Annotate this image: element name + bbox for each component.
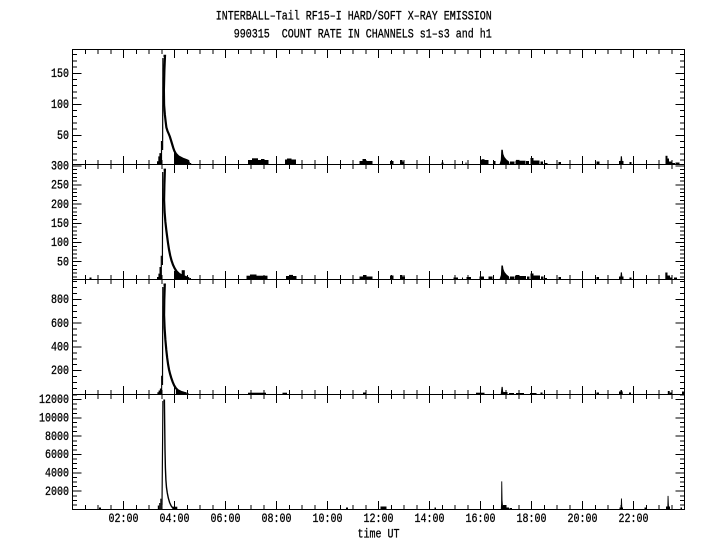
svg-text:22:00: 22:00 bbox=[619, 511, 649, 526]
svg-text:12000: 12000 bbox=[39, 392, 69, 407]
svg-text:6000: 6000 bbox=[45, 447, 69, 462]
svg-text:INTERBALL–Tail RF15–I HARD/SOF: INTERBALL–Tail RF15–I HARD/SOFT X–RAY EM… bbox=[216, 8, 492, 23]
svg-text:150: 150 bbox=[51, 216, 69, 231]
svg-text:10:00: 10:00 bbox=[313, 511, 343, 526]
svg-text:08:00: 08:00 bbox=[262, 511, 292, 526]
svg-text:100: 100 bbox=[51, 235, 69, 250]
svg-text:8000: 8000 bbox=[45, 429, 69, 444]
svg-text:18:00: 18:00 bbox=[517, 511, 547, 526]
svg-text:14:00: 14:00 bbox=[415, 511, 445, 526]
svg-text:50: 50 bbox=[57, 128, 69, 143]
svg-text:10000: 10000 bbox=[39, 411, 69, 426]
svg-text:990315 COUNT RATE IN CHANNELS: 990315 COUNT RATE IN CHANNELS s1–s3 and … bbox=[234, 26, 492, 41]
svg-text:800: 800 bbox=[51, 292, 69, 307]
svg-text:200: 200 bbox=[51, 363, 69, 378]
svg-text:250: 250 bbox=[51, 178, 69, 193]
svg-text:600: 600 bbox=[51, 316, 69, 331]
svg-text:16:00: 16:00 bbox=[466, 511, 496, 526]
svg-text:150: 150 bbox=[51, 66, 69, 81]
svg-text:2000: 2000 bbox=[45, 484, 69, 499]
svg-text:300: 300 bbox=[51, 159, 69, 174]
svg-text:100: 100 bbox=[51, 97, 69, 112]
svg-text:200: 200 bbox=[51, 197, 69, 212]
svg-text:04:00: 04:00 bbox=[160, 511, 190, 526]
svg-text:02:00: 02:00 bbox=[109, 511, 139, 526]
svg-text:4000: 4000 bbox=[45, 465, 69, 480]
svg-text:06:00: 06:00 bbox=[211, 511, 241, 526]
svg-text:time UT: time UT bbox=[358, 527, 400, 542]
svg-text:20:00: 20:00 bbox=[568, 511, 598, 526]
svg-text:12:00: 12:00 bbox=[364, 511, 394, 526]
svg-text:50: 50 bbox=[57, 254, 69, 269]
svg-text:400: 400 bbox=[51, 340, 69, 355]
